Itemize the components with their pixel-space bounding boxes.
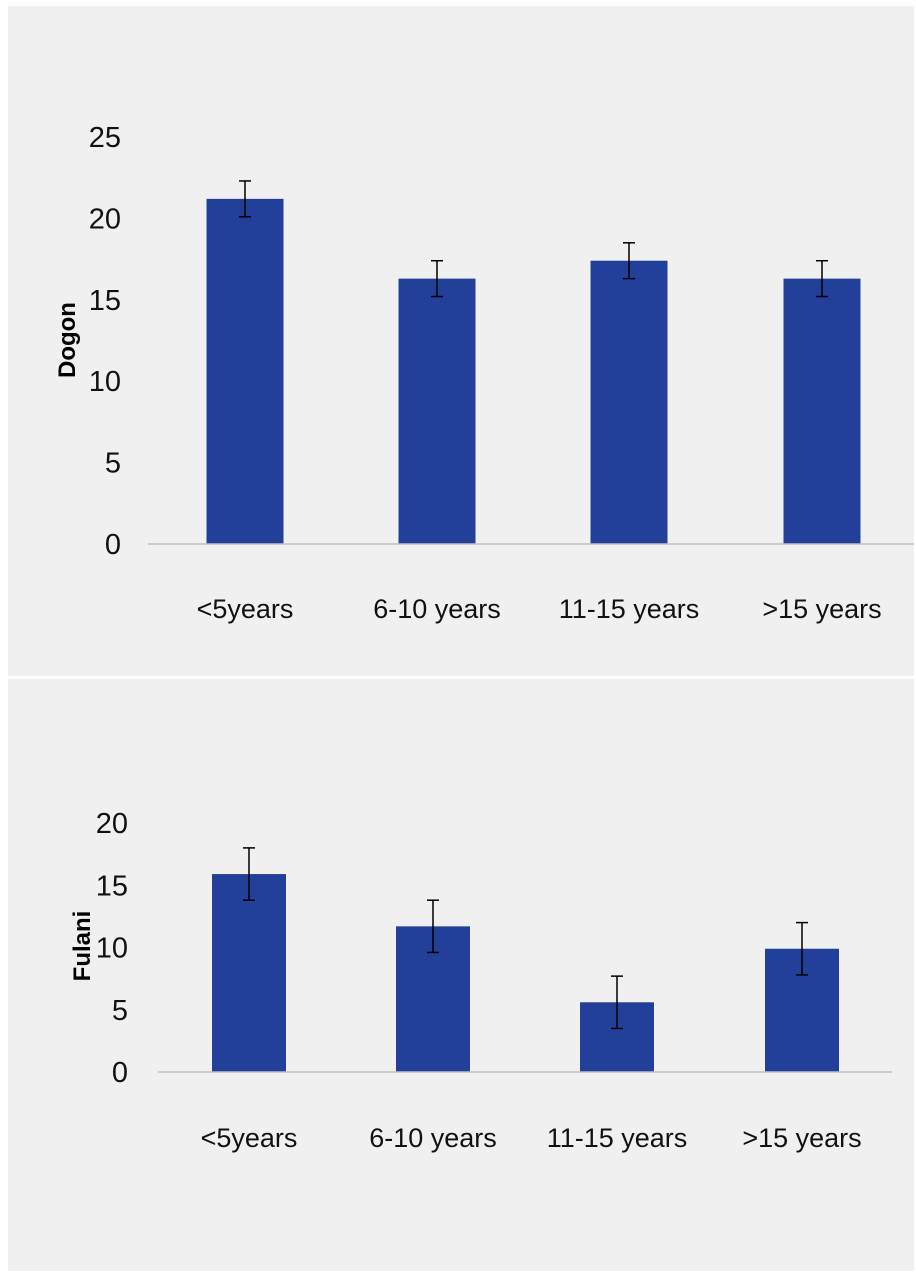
fulani-bar-chart: 0 5 10 15 20 Fulani <5years 6-10 years 11-15 yea…: [69, 808, 892, 1153]
error-bar: [796, 921, 808, 976]
y-axis-title: Dogon: [54, 302, 81, 378]
y-tick-label: 15: [89, 285, 121, 317]
y-tick-label: 15: [96, 870, 128, 902]
error-bar: [611, 975, 623, 1030]
bar: [590, 260, 668, 544]
x-category-label: 6-10 years: [373, 594, 501, 624]
bar: [783, 278, 861, 544]
x-category-label: <5years: [197, 594, 294, 624]
y-tick-label: 20: [89, 203, 121, 235]
bar: [206, 198, 284, 544]
error-bar: [427, 899, 439, 954]
error-bar: [239, 180, 251, 218]
x-category-label: <5years: [201, 1123, 298, 1153]
error-bar: [623, 242, 635, 280]
x-category-label: >15 years: [762, 594, 881, 624]
y-tick-label: 10: [89, 366, 121, 398]
bar: [212, 874, 286, 1072]
dogon-chart-panel: 0 5 10 15 20 25 Dogon <5years 6-10 years 11-15 ye…: [8, 6, 914, 676]
y-tick-label: 5: [112, 995, 128, 1027]
error-bar: [816, 259, 828, 298]
error-bar: [431, 259, 443, 298]
error-bar: [243, 847, 255, 901]
x-category-label: >15 years: [742, 1123, 861, 1153]
y-tick-label: 0: [105, 529, 121, 561]
bar: [398, 278, 476, 544]
x-category-label: 11-15 years: [559, 594, 700, 624]
y-tick-label: 5: [105, 448, 121, 480]
y-tick-label: 20: [96, 808, 128, 840]
dogon-bar-chart: 0 5 10 15 20 25 Dogon <5years 6-10 years 11-15 ye…: [54, 122, 914, 624]
x-category-label: 11-15 years: [547, 1123, 688, 1153]
y-tick-label: 0: [112, 1057, 128, 1089]
y-tick-label: 25: [89, 122, 121, 154]
x-category-label: 6-10 years: [369, 1123, 497, 1153]
y-axis-title: Fulani: [69, 911, 96, 982]
y-tick-label: 10: [96, 933, 128, 965]
fulani-chart-panel: 0 5 10 15 20 Fulani <5years 6-10 years 11-15 yea…: [8, 679, 914, 1271]
